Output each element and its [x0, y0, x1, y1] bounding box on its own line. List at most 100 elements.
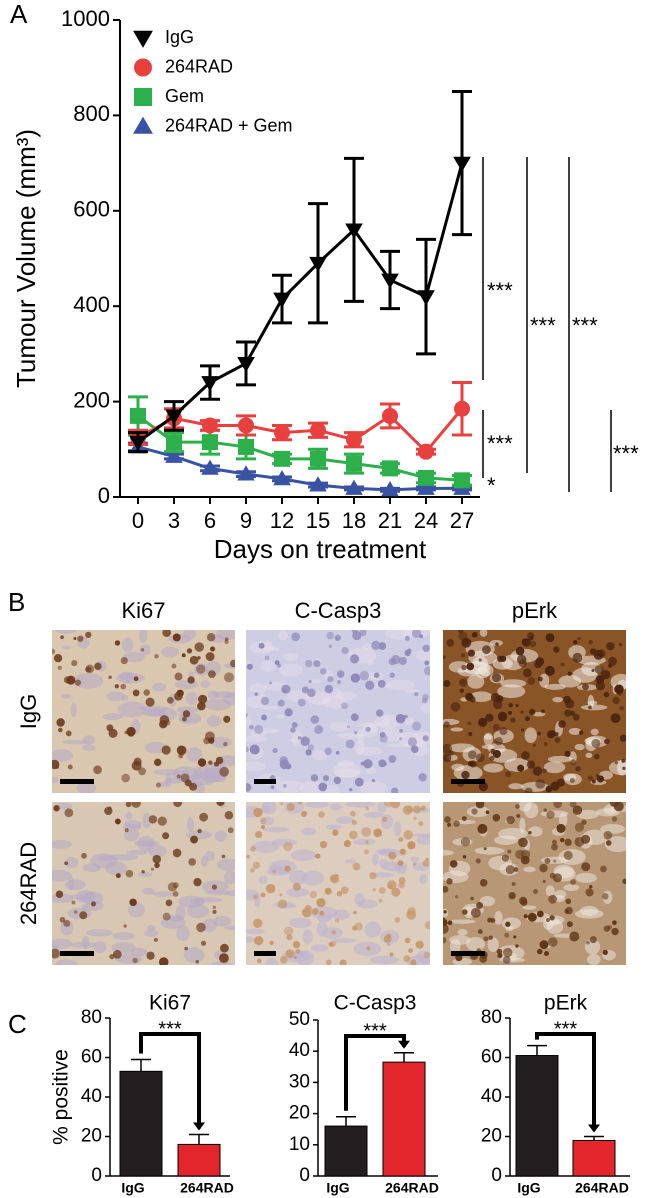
nucleus	[443, 721, 450, 728]
nucleus	[398, 837, 404, 842]
nucleus	[447, 822, 452, 827]
nucleus	[545, 633, 555, 643]
nucleus	[532, 743, 536, 747]
marker	[346, 455, 362, 472]
nucleus	[363, 759, 373, 769]
nucleus	[197, 701, 206, 711]
nucleus	[188, 858, 196, 866]
tissue	[356, 746, 383, 756]
tissue	[249, 683, 268, 694]
nucleus	[613, 802, 624, 812]
nucleus	[482, 645, 491, 655]
tissue	[522, 905, 537, 910]
nucleus	[458, 631, 468, 641]
nucleus	[589, 936, 597, 944]
nucleus	[204, 731, 215, 742]
tissue	[345, 859, 357, 864]
nucleus	[553, 802, 562, 809]
micrograph-texture	[52, 802, 235, 965]
nucleus	[260, 824, 266, 830]
y-tick-label: 40	[289, 1040, 310, 1061]
nucleus	[524, 787, 533, 793]
nucleus	[284, 865, 291, 872]
nucleus	[291, 632, 301, 642]
tissue	[275, 714, 285, 719]
tissue	[137, 871, 153, 877]
nucleus	[394, 917, 401, 923]
nucleus	[125, 869, 134, 878]
nucleus	[257, 958, 262, 964]
tissue	[375, 714, 401, 729]
nucleus	[560, 837, 565, 843]
nucleus	[223, 715, 231, 723]
nucleus	[252, 861, 261, 869]
nucleus	[254, 935, 264, 946]
nucleus	[94, 662, 102, 671]
nucleus	[283, 926, 294, 936]
tissue	[580, 704, 608, 711]
nucleus	[269, 940, 274, 945]
nucleus	[497, 655, 504, 663]
marker	[417, 290, 435, 306]
nucleus	[140, 648, 145, 652]
y-tick-label: 30	[289, 1071, 310, 1092]
row-label: 264RAD	[16, 842, 41, 925]
nucleus	[208, 760, 213, 765]
tissue	[214, 830, 227, 842]
tissue	[130, 947, 148, 957]
nucleus	[309, 890, 317, 899]
nucleus	[572, 639, 578, 645]
tissue	[283, 653, 299, 661]
nucleus	[63, 919, 71, 927]
nucleus	[187, 676, 195, 684]
nucleus	[588, 705, 592, 710]
nucleus	[499, 726, 508, 736]
tissue	[266, 867, 290, 876]
tissue	[301, 870, 325, 886]
nucleus	[63, 676, 72, 684]
tissue	[252, 840, 280, 853]
nucleus	[301, 907, 312, 918]
nucleus	[322, 775, 330, 782]
nucleus	[297, 698, 306, 707]
nucleus	[604, 738, 610, 745]
nucleus	[384, 802, 394, 808]
nucleus	[115, 873, 121, 879]
tissue	[185, 692, 198, 705]
significance-label: ***	[158, 1018, 182, 1040]
tissue	[364, 811, 384, 818]
nucleus	[537, 676, 543, 682]
tissue	[528, 826, 543, 837]
nucleus	[601, 893, 609, 900]
tissue	[466, 806, 490, 818]
nucleus	[603, 830, 613, 840]
nucleus	[223, 741, 228, 747]
nucleus	[254, 724, 264, 735]
tissue	[62, 739, 90, 745]
nucleus	[558, 720, 566, 728]
tissue	[187, 817, 195, 833]
nucleus	[535, 779, 546, 789]
nucleus	[404, 649, 411, 657]
tissue	[93, 941, 107, 953]
legend-marker	[133, 30, 153, 48]
nucleus	[550, 781, 560, 791]
tissue	[56, 802, 73, 810]
nucleus	[553, 859, 557, 863]
nucleus	[114, 683, 120, 689]
x-tick-label: IgG	[517, 1180, 540, 1196]
nucleus	[196, 922, 206, 933]
nucleus	[221, 854, 226, 859]
nucleus	[460, 837, 471, 847]
nucleus	[454, 895, 459, 899]
nucleus	[477, 823, 488, 834]
marker	[202, 434, 218, 451]
nucleus	[603, 691, 610, 698]
nucleus	[53, 654, 63, 663]
tissue	[547, 755, 573, 763]
significance-label: ***	[530, 313, 556, 338]
nucleus	[189, 655, 199, 665]
chart-title: Ki67	[149, 992, 191, 1015]
nucleus	[246, 713, 248, 717]
nucleus	[123, 924, 127, 928]
